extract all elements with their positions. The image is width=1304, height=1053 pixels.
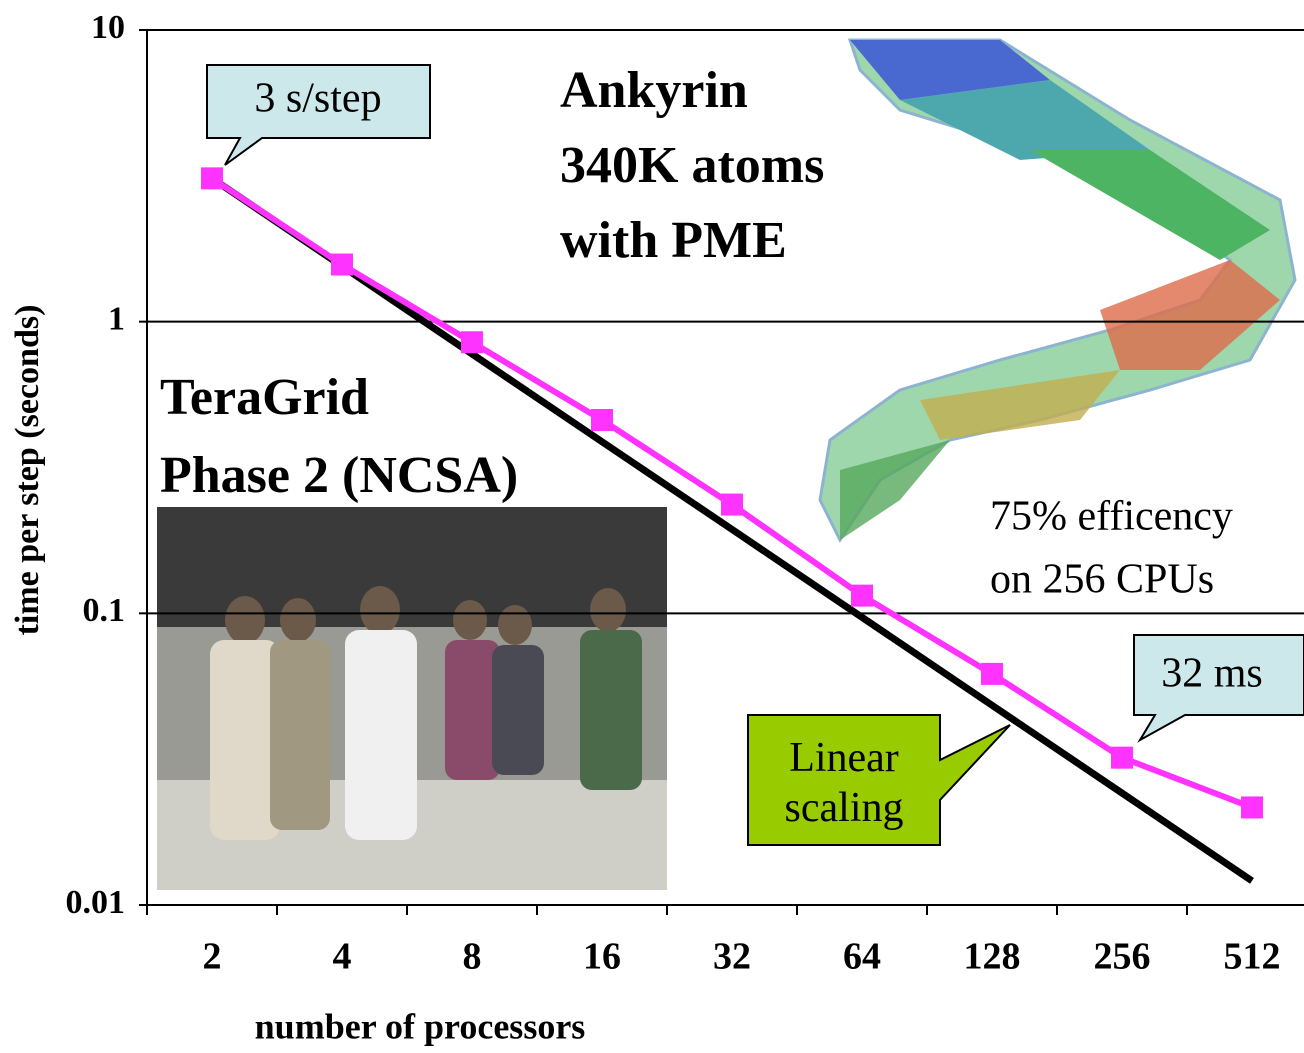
title: 340K atoms bbox=[560, 137, 824, 194]
x-tick-label: 64 bbox=[843, 936, 881, 978]
annotation: on 256 CPUs bbox=[990, 557, 1214, 603]
marker bbox=[851, 585, 873, 607]
subtitle: TeraGrid bbox=[160, 369, 369, 426]
x-tick-label: 2 bbox=[203, 936, 222, 978]
y-tick-label: 1 bbox=[108, 300, 125, 337]
annotation: 75% efficency bbox=[990, 494, 1233, 540]
x-tick-label: 8 bbox=[463, 936, 482, 978]
marker bbox=[201, 167, 223, 189]
x-tick-label: 256 bbox=[1094, 936, 1151, 978]
group-photo bbox=[157, 507, 667, 890]
annotation: 3 s/step bbox=[254, 76, 381, 122]
marker bbox=[1111, 747, 1133, 769]
annotation: 32 ms bbox=[1161, 651, 1263, 697]
chart: 0.01 0.1 1 10 2 4 8 16 32 64 128 256 512 Ankyrin 340… bbox=[0, 0, 1304, 1053]
x-tick-label: 128 bbox=[964, 936, 1021, 978]
y-tick-label: 0.1 bbox=[83, 592, 126, 629]
y-tick-label: 0.01 bbox=[66, 884, 126, 921]
protein-image bbox=[820, 40, 1295, 540]
x-tick-label: 4 bbox=[333, 936, 352, 978]
x-tick-label: 512 bbox=[1224, 936, 1281, 978]
y-axis-label: time per step (seconds) bbox=[9, 305, 46, 636]
marker bbox=[331, 254, 353, 276]
x-tick-label: 32 bbox=[713, 936, 751, 978]
x-axis-label: number of processors bbox=[255, 1006, 586, 1046]
marker bbox=[591, 409, 613, 431]
title: Ankyrin bbox=[560, 62, 748, 119]
y-tick-label: 10 bbox=[91, 9, 125, 46]
marker bbox=[1241, 796, 1263, 818]
title: with PME bbox=[560, 212, 787, 269]
marker bbox=[981, 663, 1003, 685]
marker bbox=[721, 494, 743, 516]
x-tick-label: 16 bbox=[583, 936, 621, 978]
subtitle: Phase 2 (NCSA) bbox=[160, 447, 518, 504]
legend-label: Linear scaling bbox=[752, 733, 936, 833]
page: 0.01 0.1 1 10 2 4 8 16 32 64 128 256 512 Ankyrin 340… bbox=[0, 0, 1304, 1053]
marker bbox=[461, 331, 483, 353]
